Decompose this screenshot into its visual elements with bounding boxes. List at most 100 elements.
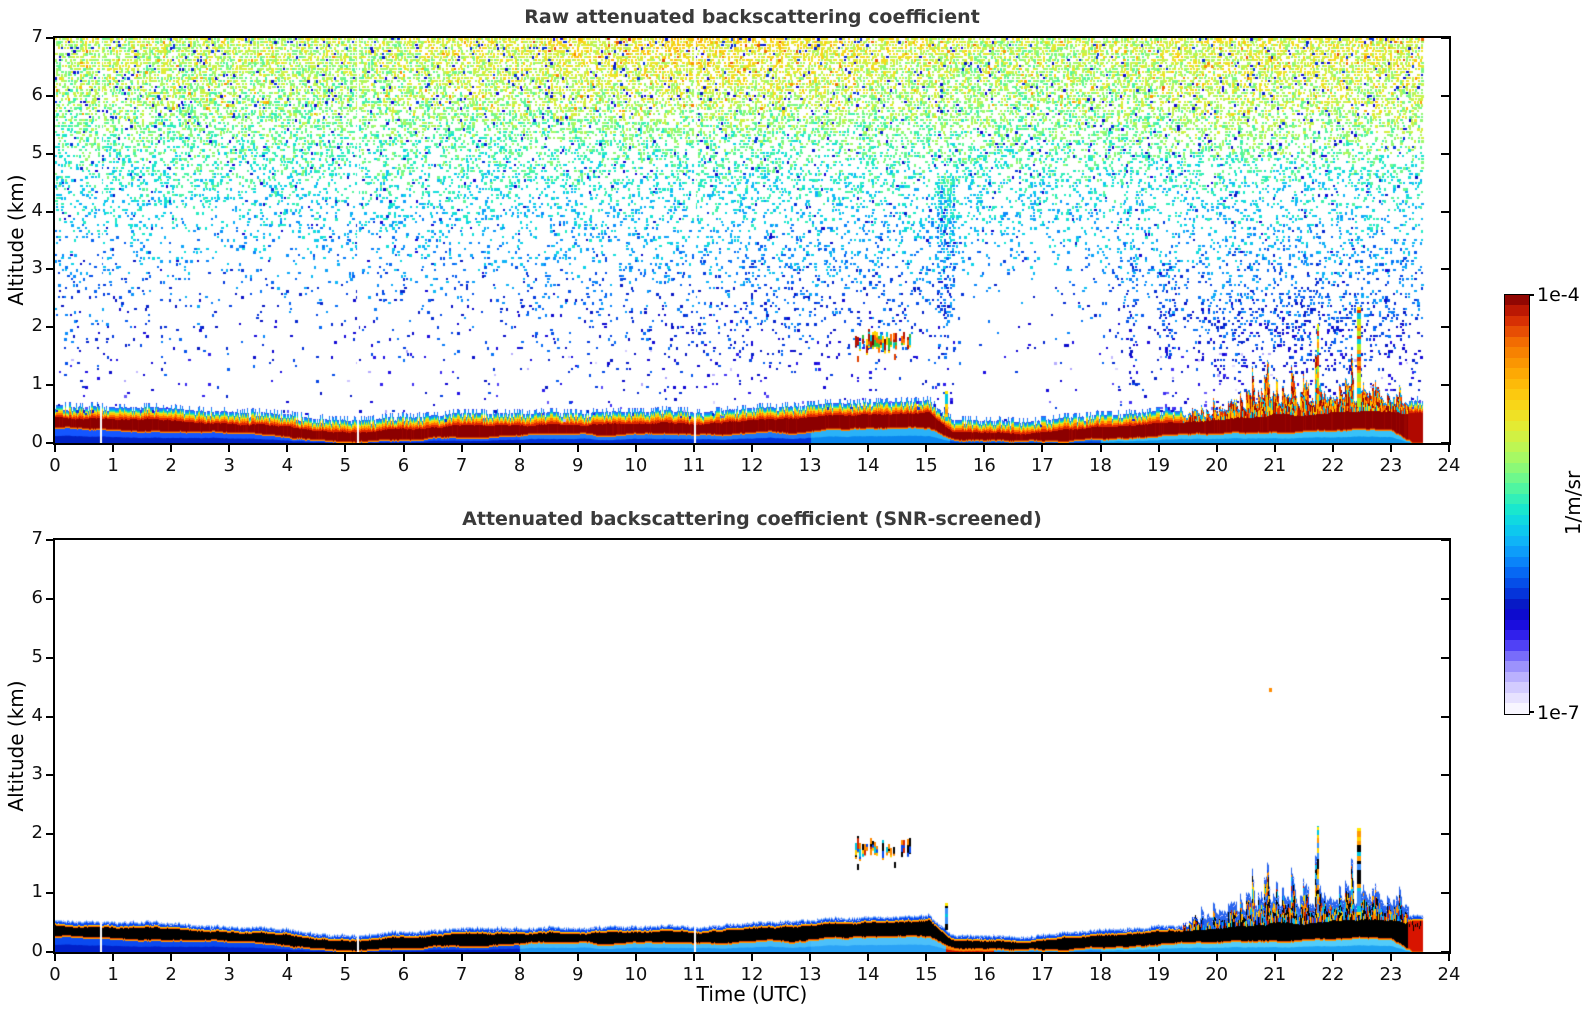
x-tick-label: 6 bbox=[397, 455, 410, 476]
y-tick-mark bbox=[46, 539, 55, 541]
y-tick-mark bbox=[46, 951, 55, 953]
x-tick-mark bbox=[112, 445, 115, 452]
colorbar-tick bbox=[1529, 711, 1534, 713]
x-tick-mark bbox=[576, 445, 579, 452]
x-tick-label: 7 bbox=[455, 455, 468, 476]
colorbar-segment bbox=[1505, 326, 1529, 337]
x-tick-label: 21 bbox=[1263, 455, 1287, 476]
y-tick-mark-right bbox=[1441, 539, 1449, 541]
x-tick-label: 15 bbox=[914, 455, 938, 476]
y-tick-label: 3 bbox=[31, 257, 43, 279]
x-tick-label: 16 bbox=[972, 455, 996, 476]
colorbar-segment bbox=[1505, 609, 1529, 620]
colorbar-segment bbox=[1505, 462, 1529, 473]
x-tick-mark bbox=[1389, 445, 1392, 452]
x-tick-mark bbox=[1157, 445, 1160, 452]
y-tick-mark-right bbox=[1441, 833, 1449, 836]
x-tick-mark bbox=[809, 954, 812, 961]
x-tick-label: 1 bbox=[107, 964, 119, 985]
x-tick-label: 20 bbox=[1205, 455, 1229, 476]
x-tick-label: 0 bbox=[49, 455, 61, 476]
x-tick-label: 9 bbox=[572, 964, 584, 985]
x-tick-mark bbox=[286, 954, 289, 961]
y-tick-mark bbox=[46, 774, 55, 777]
colorbar-segment bbox=[1505, 567, 1529, 578]
x-tick-mark bbox=[1273, 445, 1276, 452]
x-tick-label: 16 bbox=[972, 964, 996, 985]
x-tick-mark bbox=[576, 954, 579, 961]
y-tick-mark-right bbox=[1441, 326, 1449, 329]
x-tick-mark bbox=[751, 445, 753, 452]
colorbar bbox=[1504, 294, 1530, 715]
x-tick-label: 24 bbox=[1437, 455, 1461, 476]
colorbar-segment bbox=[1505, 588, 1529, 599]
x-tick-label: 5 bbox=[339, 455, 352, 476]
x-tick-mark bbox=[402, 954, 405, 961]
x-tick-mark bbox=[1215, 954, 1218, 961]
x-tick-mark bbox=[751, 954, 753, 961]
y-tick-mark-right bbox=[1441, 268, 1449, 271]
colorbar-segment bbox=[1505, 546, 1529, 557]
colorbar-segment bbox=[1505, 535, 1529, 547]
y-tick-mark-right bbox=[1441, 597, 1449, 600]
colorbar-segment bbox=[1505, 577, 1529, 589]
colorbar-segment bbox=[1505, 671, 1529, 683]
x-tick-mark bbox=[1041, 445, 1044, 452]
y-tick-mark-right bbox=[1441, 210, 1449, 213]
x-tick-label: 8 bbox=[513, 964, 526, 985]
x-tick-mark bbox=[228, 954, 231, 961]
x-tick-mark bbox=[925, 445, 928, 452]
x-tick-mark bbox=[518, 954, 521, 961]
colorbar-segment bbox=[1505, 420, 1529, 432]
x-tick-mark bbox=[1448, 954, 1450, 961]
x-tick-mark bbox=[1099, 954, 1102, 961]
x-tick-label: 3 bbox=[223, 455, 235, 476]
y-tick-label: 3 bbox=[31, 763, 43, 785]
x-tick-mark bbox=[1157, 954, 1160, 961]
x-tick-label: 4 bbox=[281, 964, 294, 985]
x-tick-mark bbox=[460, 445, 463, 452]
colorbar-segment bbox=[1505, 441, 1529, 453]
x-tick-mark bbox=[867, 954, 870, 961]
y-tick-label: 5 bbox=[31, 645, 43, 667]
x-tick-mark bbox=[1331, 445, 1334, 452]
x-tick-label: 10 bbox=[624, 964, 648, 985]
y-tick-label: 0 bbox=[31, 431, 43, 452]
y-tick-label: 2 bbox=[31, 315, 43, 337]
x-tick-mark bbox=[809, 445, 812, 452]
y-tick-label: 7 bbox=[31, 528, 43, 549]
y-tick-mark bbox=[46, 326, 55, 329]
x-tick-label: 7 bbox=[455, 964, 468, 985]
y-tick-mark bbox=[46, 37, 55, 39]
colorbar-segment bbox=[1505, 431, 1529, 442]
y-tick-mark bbox=[46, 210, 55, 213]
x-tick-label: 22 bbox=[1321, 455, 1345, 476]
x-tick-label: 18 bbox=[1089, 455, 1112, 476]
heatmap-canvas-raw bbox=[55, 38, 1449, 443]
x-tick-label: 6 bbox=[397, 964, 410, 985]
colorbar-segment bbox=[1505, 630, 1529, 641]
colorbar-segment bbox=[1505, 305, 1529, 316]
x-tick-label: 17 bbox=[1030, 455, 1054, 476]
colorbar-segment bbox=[1505, 504, 1529, 515]
x-tick-label: 10 bbox=[624, 455, 648, 476]
y-tick-mark-right bbox=[1441, 892, 1449, 895]
colorbar-tick bbox=[1529, 294, 1534, 296]
colorbar-segment bbox=[1505, 598, 1529, 610]
x-tick-mark bbox=[1389, 954, 1392, 961]
x-tick-label: 13 bbox=[798, 455, 822, 476]
colorbar-segment bbox=[1505, 556, 1529, 568]
x-tick-label: 1 bbox=[107, 455, 119, 476]
x-tick-mark bbox=[983, 445, 986, 452]
y-tick-mark-right bbox=[1441, 951, 1449, 953]
x-tick-label: 2 bbox=[165, 964, 177, 985]
y-tick-mark-right bbox=[1441, 37, 1449, 39]
x-tick-label: 0 bbox=[49, 964, 61, 985]
colorbar-segment bbox=[1505, 315, 1529, 327]
plot-area-screened bbox=[53, 538, 1451, 954]
y-tick-label: 1 bbox=[31, 881, 43, 903]
heatmap-canvas-screened bbox=[55, 540, 1449, 952]
y-tick-mark bbox=[46, 715, 55, 718]
colorbar-segment bbox=[1505, 525, 1529, 536]
colorbar-min-label: 1e-7 bbox=[1537, 702, 1580, 724]
